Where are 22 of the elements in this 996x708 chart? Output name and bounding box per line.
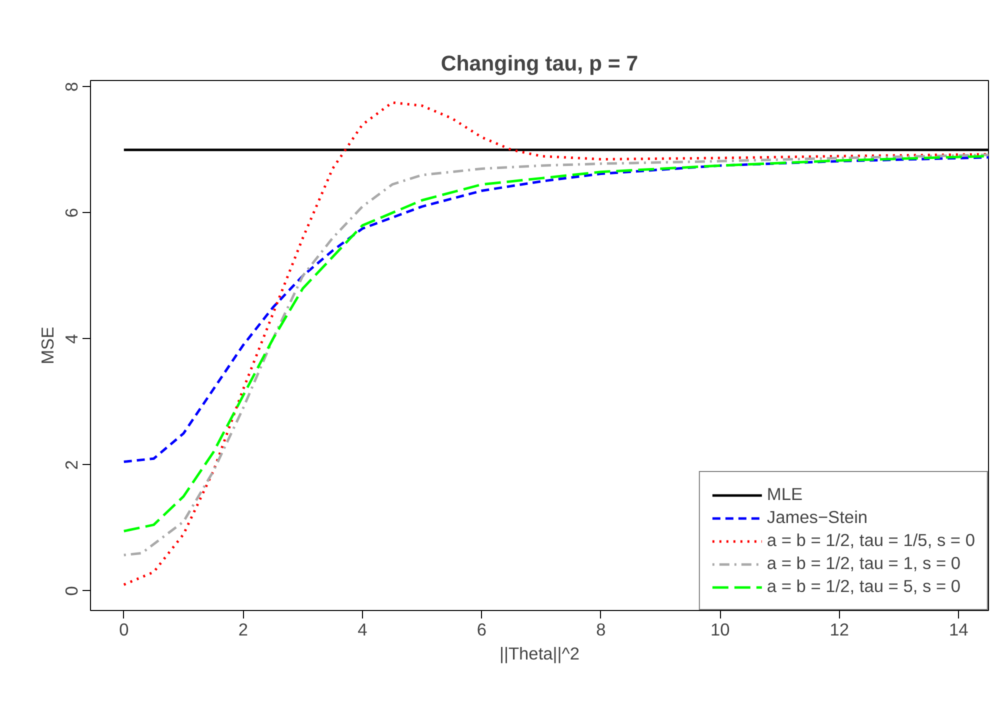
legend-label: MLE bbox=[766, 484, 803, 505]
x-tick-label: 6 bbox=[476, 620, 486, 640]
legend-label: a = b = 1/2, tau = 1/5, s = 0 bbox=[766, 530, 975, 551]
line-series bbox=[122, 156, 988, 464]
x-tick-label: 12 bbox=[830, 620, 850, 640]
legend-label: a = b = 1/2, tau = 1, s = 0 bbox=[766, 553, 961, 574]
x-tick-label: 14 bbox=[949, 620, 969, 640]
y-tick-label: 2 bbox=[62, 460, 82, 470]
chart-title: Changing tau, p = 7 bbox=[440, 52, 638, 76]
y-tick-label: 6 bbox=[62, 208, 82, 218]
legend-label: James−Stein bbox=[766, 507, 868, 528]
x-tick-label: 10 bbox=[710, 620, 730, 640]
x-tick-label: 0 bbox=[119, 620, 129, 640]
y-axis-title: MSE bbox=[38, 326, 58, 364]
y-tick-label: 0 bbox=[62, 586, 82, 596]
x-tick-label: 8 bbox=[596, 620, 606, 640]
x-tick-label: 4 bbox=[358, 620, 368, 640]
y-tick-label: 8 bbox=[62, 82, 82, 92]
legend-label: a = b = 1/2, tau = 5, s = 0 bbox=[766, 576, 961, 597]
y-tick-label: 4 bbox=[62, 334, 82, 344]
x-tick-label: 2 bbox=[238, 620, 248, 640]
x-axis-title: ||Theta||^2 bbox=[499, 644, 580, 664]
